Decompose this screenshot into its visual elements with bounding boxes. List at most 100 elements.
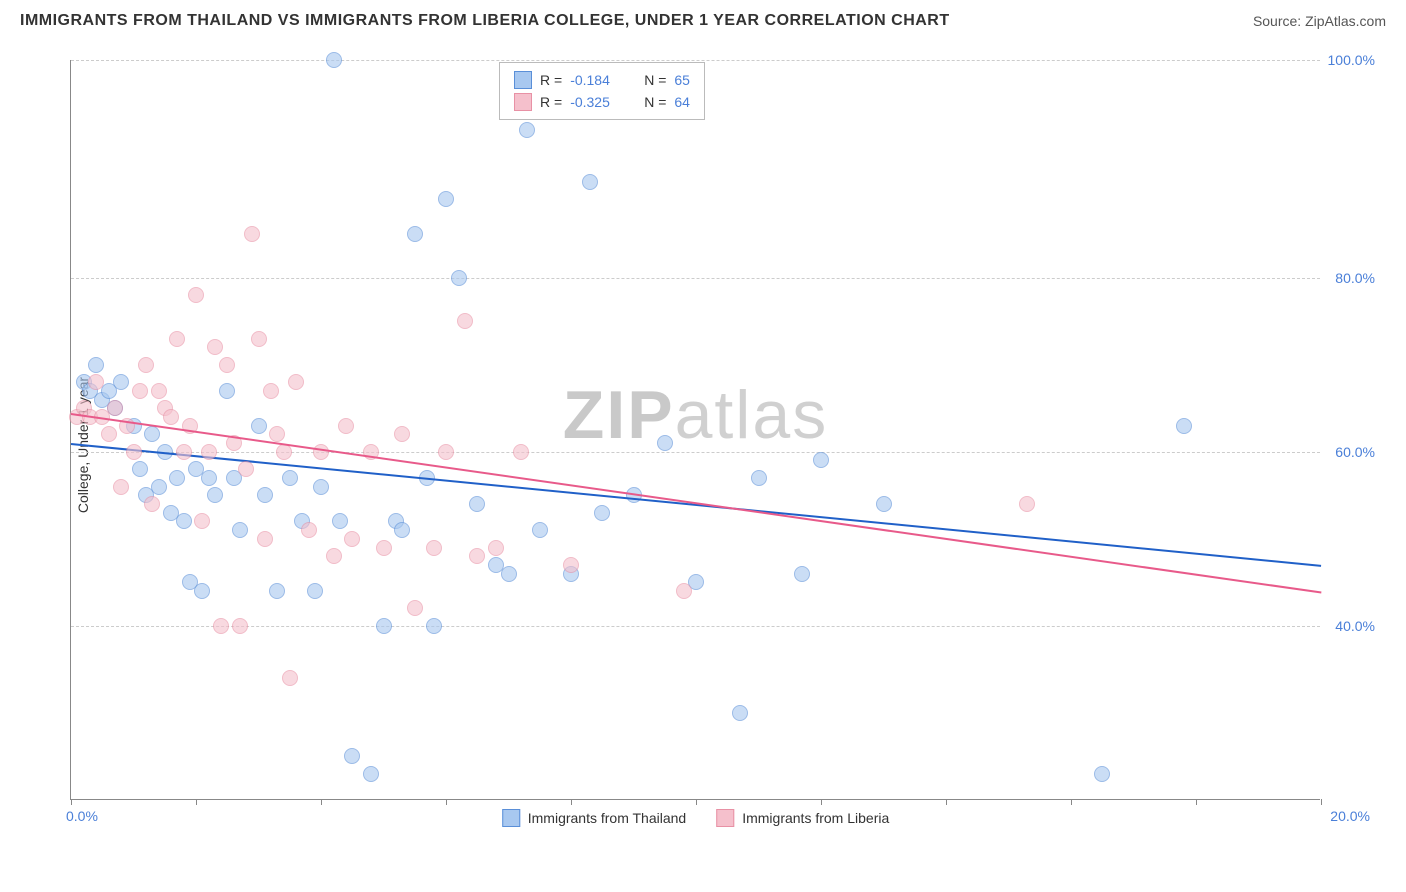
scatter-point [326,52,342,68]
scatter-point [407,600,423,616]
scatter-point [213,618,229,634]
scatter-point [501,566,517,582]
n-label: N = [644,72,666,88]
y-tick-label: 80.0% [1335,270,1375,286]
scatter-point [244,226,260,242]
scatter-point [332,513,348,529]
scatter-point [326,548,342,564]
scatter-point [107,400,123,416]
scatter-point [207,339,223,355]
scatter-point [132,383,148,399]
scatter-point [376,540,392,556]
x-tick [446,799,447,805]
scatter-point [113,479,129,495]
x-tick [71,799,72,805]
scatter-point [126,444,142,460]
scatter-point [113,374,129,390]
scatter-point [451,270,467,286]
series-legend: Immigrants from Thailand Immigrants from… [502,809,890,827]
gridline [71,452,1320,453]
legend-item-thailand: Immigrants from Thailand [502,809,686,827]
scatter-point [426,540,442,556]
x-tick-label-min: 0.0% [66,808,98,824]
scatter-point [563,557,579,573]
legend-label-thailand: Immigrants from Thailand [528,810,686,826]
scatter-point [876,496,892,512]
legend-row-thailand: R = -0.184 N = 65 [514,69,690,91]
scatter-point [282,470,298,486]
scatter-point [1019,496,1035,512]
legend-swatch-thailand [514,71,532,89]
scatter-point [488,540,504,556]
scatter-point [251,418,267,434]
scatter-point [176,444,192,460]
trend-line [71,413,1321,593]
scatter-point [732,705,748,721]
r-label: R = [540,72,562,88]
x-tick [696,799,697,805]
y-tick-label: 100.0% [1328,52,1375,68]
scatter-point [394,522,410,538]
legend-swatch-icon [502,809,520,827]
scatter-point [194,583,210,599]
x-tick [1321,799,1322,805]
scatter-point [219,357,235,373]
chart-title: IMMIGRANTS FROM THAILAND VS IMMIGRANTS F… [20,12,950,30]
r-label: R = [540,94,562,110]
scatter-point [251,331,267,347]
scatter-point [282,670,298,686]
x-tick [571,799,572,805]
gridline [71,278,1320,279]
scatter-point [813,452,829,468]
scatter-point [657,435,673,451]
scatter-point [138,357,154,373]
scatter-point [594,505,610,521]
scatter-point [232,618,248,634]
scatter-point [88,374,104,390]
scatter-point [163,409,179,425]
scatter-point [201,444,217,460]
scatter-point [263,383,279,399]
scatter-point [794,566,810,582]
scatter-point [219,383,235,399]
y-tick-label: 40.0% [1335,618,1375,634]
scatter-point [144,426,160,442]
scatter-point [438,191,454,207]
scatter-point [144,496,160,512]
scatter-point [301,522,317,538]
scatter-point [469,496,485,512]
gridline [71,60,1320,61]
correlation-legend: R = -0.184 N = 65 R = -0.325 N = 64 [499,62,705,120]
legend-item-liberia: Immigrants from Liberia [716,809,889,827]
scatter-point [307,583,323,599]
x-tick [196,799,197,805]
r-value-liberia: -0.325 [570,94,630,110]
scatter-point [1176,418,1192,434]
scatter-point [207,487,223,503]
scatter-point [407,226,423,242]
trend-line [71,443,1321,567]
scatter-point [469,548,485,564]
scatter-point [151,383,167,399]
legend-row-liberia: R = -0.325 N = 64 [514,91,690,113]
source-attribution: Source: ZipAtlas.com [1253,13,1386,29]
scatter-point [238,461,254,477]
r-value-thailand: -0.184 [570,72,630,88]
scatter-point [338,418,354,434]
chart-container: College, Under 1 year ZIPatlas R = -0.18… [20,50,1386,840]
scatter-point [176,513,192,529]
scatter-point [151,479,167,495]
x-tick [821,799,822,805]
scatter-point [101,426,117,442]
scatter-point [344,531,360,547]
x-tick [321,799,322,805]
scatter-point [313,444,329,460]
watermark: ZIPatlas [563,376,828,454]
scatter-point [257,487,273,503]
scatter-point [394,426,410,442]
x-tick-label-max: 20.0% [1330,808,1370,824]
scatter-point [88,357,104,373]
scatter-point [532,522,548,538]
gridline [71,626,1320,627]
scatter-point [519,122,535,138]
